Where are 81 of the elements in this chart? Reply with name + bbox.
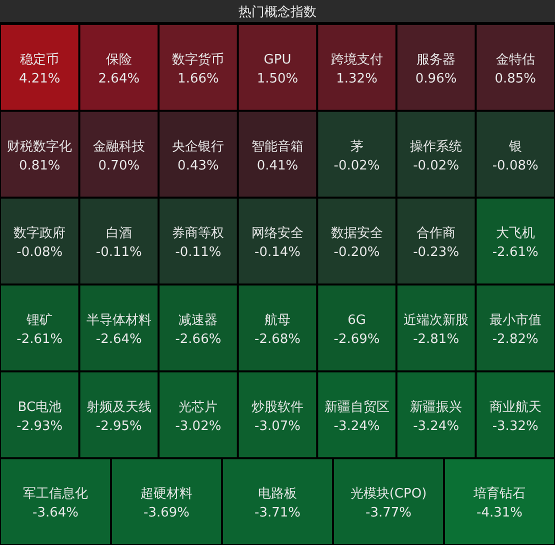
data-label: -0.11%	[96, 245, 142, 260]
category-label: 数字政府	[14, 225, 66, 242]
data-label: -2.81%	[413, 332, 460, 347]
data-label: -3.71%	[254, 506, 300, 521]
data-label: -0.23%	[413, 245, 460, 260]
data-label: 0.41%	[256, 158, 298, 174]
category-label: 券商等权	[172, 226, 224, 242]
data-label: 0.85%	[494, 71, 536, 86]
data-label: 0.43%	[178, 158, 219, 174]
category-label: 茅	[350, 139, 364, 154]
category-label: 财税数字化	[7, 138, 72, 154]
category-label: 保险	[106, 52, 132, 68]
data-label: -0.02%	[413, 158, 460, 174]
data-label: -2.69%	[334, 332, 380, 347]
category-label: 银	[508, 139, 522, 154]
category-label: 数字货币	[172, 51, 224, 68]
category-label: 服务器	[416, 52, 456, 68]
data-label: -0.14%	[254, 245, 300, 260]
category-label: 电路板	[258, 486, 297, 502]
category-label: 数据安全	[330, 225, 383, 242]
category-label: 新疆自贸区	[324, 400, 390, 415]
category-label: 射频及天线	[86, 400, 152, 415]
data-label: -3.07%	[254, 418, 300, 434]
data-label: -3.24%	[413, 418, 460, 434]
data-label: -2.61%	[16, 332, 63, 347]
data-label: 0.96%	[415, 71, 457, 86]
data-label: -0.08%	[16, 245, 63, 260]
data-label: 1.50%	[256, 71, 298, 86]
data-label: -3.64%	[32, 506, 78, 521]
data-label: -0.02%	[334, 158, 380, 174]
category-label: 新疆振兴	[410, 400, 462, 415]
category-label: 6G	[348, 312, 366, 328]
data-label: -0.11%	[175, 245, 222, 260]
data-label: 0.70%	[98, 158, 140, 174]
category-label: 航母	[264, 312, 290, 328]
data-label: -3.69%	[144, 506, 190, 521]
category-label: 炒股软件	[252, 400, 304, 415]
data-label: -0.20%	[334, 245, 380, 260]
category-label: 合作商	[416, 226, 456, 242]
category-label: 锂矿	[26, 312, 53, 328]
category-label: 商业航天	[489, 400, 542, 415]
category-label: 跨境支付	[330, 51, 383, 68]
data-label: -2.66%	[175, 332, 222, 347]
title-bar: 热门概念指数	[0, 0, 555, 22]
category-label: 智能音箱	[252, 139, 304, 154]
data-label: 0.81%	[18, 158, 60, 174]
data-label: -3.24%	[334, 418, 380, 434]
data-label: 1.66%	[178, 71, 219, 86]
category-label: 最小市值	[489, 312, 542, 328]
category-label: 超硬材料	[140, 486, 192, 502]
category-label: 军工信息化	[23, 486, 88, 502]
data-label: -3.77%	[366, 506, 412, 521]
data-label: -2.64%	[96, 332, 142, 347]
category-label: 光芯片	[178, 400, 218, 415]
category-label: 培育钻石	[472, 486, 526, 502]
data-label: -2.61%	[492, 245, 538, 260]
category-label: 网络安全	[252, 225, 304, 242]
category-label: BC电池	[18, 400, 62, 415]
category-label: 近端次新股	[404, 312, 469, 328]
category-label: 金特估	[496, 52, 535, 68]
category-label: 稳定币	[20, 52, 60, 68]
data-label: -2.95%	[96, 418, 142, 434]
data-label: 2.64%	[98, 71, 140, 86]
category-label: 白酒	[106, 226, 132, 242]
data-label: -4.31%	[476, 506, 522, 521]
data-label: -0.08%	[492, 158, 538, 174]
data-label: -2.68%	[254, 332, 300, 347]
data-label: -3.02%	[175, 418, 222, 434]
category-label: 大飞机	[496, 226, 535, 242]
category-label: GPU	[264, 52, 292, 68]
category-label: 金融科技	[92, 139, 145, 154]
data-label: -2.93%	[16, 418, 63, 434]
data-label: -3.32%	[492, 418, 538, 434]
data-label: 4.21%	[18, 71, 60, 86]
category-label: 光模块(CPO)	[350, 486, 427, 502]
category-label: 减速器	[178, 312, 218, 328]
category-label: 半导体材料	[86, 312, 152, 328]
category-label: 央企银行	[172, 139, 224, 154]
category-label: 操作系统	[410, 139, 462, 154]
data-label: 1.32%	[336, 71, 378, 86]
data-label: -2.82%	[492, 332, 538, 347]
